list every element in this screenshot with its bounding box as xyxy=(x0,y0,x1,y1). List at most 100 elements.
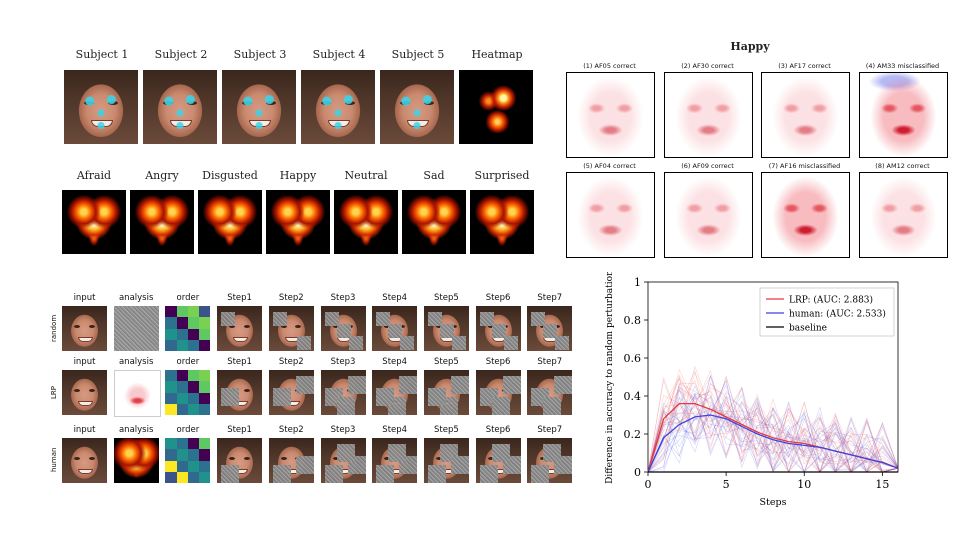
order-cell xyxy=(199,339,211,351)
order-cell xyxy=(176,449,188,461)
lrp-relevance-map xyxy=(761,72,850,158)
column-label: Step2 xyxy=(278,357,304,367)
mouth xyxy=(233,336,248,342)
order-cell xyxy=(165,471,177,483)
lrp-relevance-map xyxy=(566,172,655,258)
trajectory-line xyxy=(647,386,899,473)
trajectory-line xyxy=(647,374,899,473)
perturbation-patch xyxy=(296,336,311,350)
trajectory-line xyxy=(647,394,899,473)
column-label: Step3 xyxy=(330,357,356,367)
eye xyxy=(384,456,391,460)
column-label: Step2 xyxy=(278,293,304,303)
order-cell xyxy=(199,471,211,483)
eye xyxy=(487,324,494,328)
perturbation-patch xyxy=(450,456,469,474)
perturbation-patch xyxy=(451,336,466,350)
panel-b-title: Happy xyxy=(730,40,770,53)
order-cell xyxy=(165,328,177,340)
mouth xyxy=(78,468,93,474)
y-tick-label: 0 xyxy=(634,466,641,479)
order-cell xyxy=(187,370,200,382)
order-cell xyxy=(165,449,177,461)
column-label: Step7 xyxy=(537,293,563,303)
perturbation-patch xyxy=(531,465,550,483)
order-cell xyxy=(165,381,177,393)
subject-label: Heatmap xyxy=(471,48,523,61)
lrp-relevance-map xyxy=(859,72,948,158)
column-label: Step7 xyxy=(537,425,563,435)
subject-photo xyxy=(222,70,296,144)
gaze-overlay xyxy=(64,70,138,144)
column-label: input xyxy=(73,357,96,367)
order-cell xyxy=(176,403,188,415)
order-cell xyxy=(199,328,211,340)
column-label: Step5 xyxy=(434,293,459,303)
trajectory-line xyxy=(647,375,899,473)
input-face xyxy=(62,438,107,483)
mouth xyxy=(78,336,93,342)
y-tick-label: 0.2 xyxy=(624,428,642,441)
emotion-label: Sad xyxy=(423,169,445,182)
order-cell xyxy=(199,438,211,450)
perturbation-patch xyxy=(479,312,494,326)
perturbation-patch xyxy=(295,376,314,394)
order-cell xyxy=(176,438,188,450)
column-label: Step3 xyxy=(330,425,356,435)
row-label: random xyxy=(50,314,58,342)
legend-entry: LRP: (AUC: 2.883) xyxy=(789,295,873,306)
order-cell xyxy=(187,328,200,340)
column-label: analysis xyxy=(118,357,154,367)
trajectory-line xyxy=(647,376,899,473)
perturbation-patch xyxy=(491,444,510,462)
trajectory-line xyxy=(647,371,899,473)
perturbation-patch xyxy=(221,312,236,326)
gaze-overlay xyxy=(222,70,296,144)
order-cell xyxy=(187,306,200,318)
emotion-label: Surprised xyxy=(474,169,530,182)
order-cell xyxy=(187,403,200,415)
x-tick-label: 15 xyxy=(875,478,889,491)
y-tick-label: 0.6 xyxy=(624,352,642,365)
emotion-label: Afraid xyxy=(76,169,112,182)
eye xyxy=(281,324,288,328)
perturbation-patch xyxy=(502,376,521,394)
emotion-heatmap xyxy=(130,190,194,254)
eye xyxy=(88,388,95,392)
eye xyxy=(243,324,250,328)
lrp-cell-label: (4) AM33 misclassified xyxy=(865,62,940,70)
gaze-overlay xyxy=(380,70,454,144)
trajectory-line xyxy=(647,382,899,473)
order-cell xyxy=(199,317,211,329)
column-label: Step4 xyxy=(382,425,408,435)
perturbation-patch xyxy=(543,324,558,338)
order-cell xyxy=(165,317,177,329)
lrp-cell-label: (8) AM12 correct xyxy=(875,162,930,170)
column-label: Step1 xyxy=(227,293,252,303)
perturbation-patch xyxy=(272,312,287,326)
order-cell xyxy=(165,460,177,472)
order-cell xyxy=(199,381,211,393)
trajectory-line xyxy=(647,376,899,473)
order-grid xyxy=(165,306,211,351)
perturbation-patch xyxy=(503,336,518,350)
legend-entry: baseline xyxy=(789,324,827,334)
trajectory-line xyxy=(647,395,899,473)
perturbation-chart: 0 5 10 15 0 0.2 0.4 0.6 0.8 1 Steps Difference in a… xyxy=(605,272,899,508)
perturbation-patch xyxy=(491,324,506,338)
row-label: LRP xyxy=(50,386,58,400)
trajectory-line xyxy=(647,385,899,473)
trajectory-line xyxy=(647,379,899,473)
emotion-heatmap xyxy=(402,190,466,254)
legend-entry: human: (AUC: 2.533) xyxy=(789,309,886,320)
order-cell xyxy=(176,328,188,340)
gaze-overlay xyxy=(301,70,375,144)
eye xyxy=(384,324,391,328)
emotion-label: Neutral xyxy=(344,169,388,182)
perturbation-patch xyxy=(336,444,355,462)
eye xyxy=(74,456,81,460)
perturbation-patch xyxy=(427,465,446,483)
perturbation-patch xyxy=(427,312,442,326)
perturbation-patch xyxy=(347,376,366,394)
order-cell xyxy=(176,306,188,318)
